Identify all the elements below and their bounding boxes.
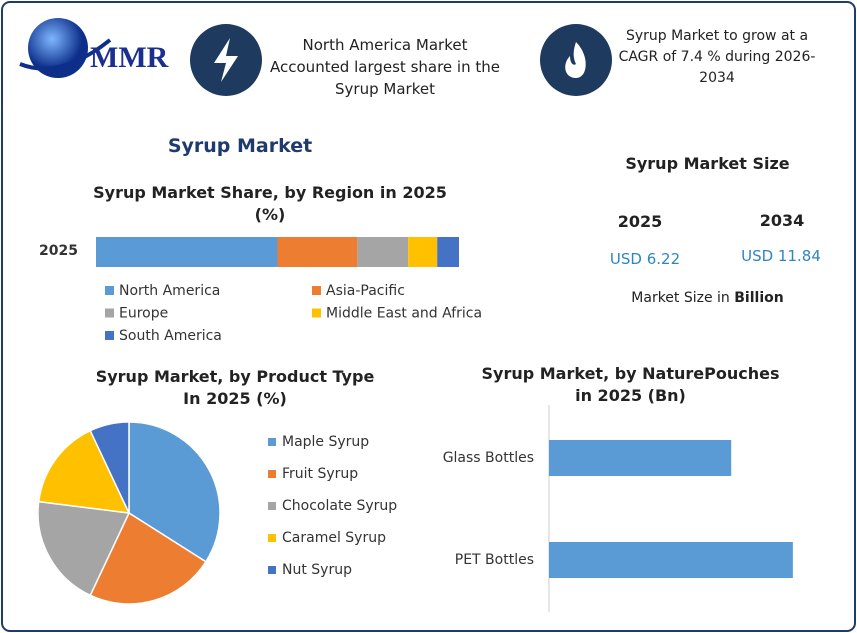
legend-label: Asia-Pacific [326, 283, 405, 299]
year: 2034 [759, 211, 805, 230]
legend-swatch [268, 502, 276, 510]
unit: Billion [734, 290, 784, 306]
unit-note: Market Size in Billion [600, 287, 815, 309]
legend-swatch [105, 308, 114, 318]
size-value: USD 11.84 [741, 247, 821, 265]
category-label: Glass Bottles [443, 450, 534, 466]
legend-swatch [105, 286, 114, 295]
bar [549, 440, 732, 476]
bar-segment [277, 237, 358, 267]
legend-label: Caramel Syrup [282, 530, 386, 546]
pie-slice [89, 511, 207, 605]
legend-swatch [312, 286, 321, 295]
main-title: Syrup Market [167, 135, 313, 157]
legend-swatch [268, 470, 276, 478]
unit-prefix: Market Size in [631, 290, 735, 306]
logo-swoosh [19, 38, 112, 71]
note-left: North America Market Accounted largest s… [270, 36, 500, 98]
legend-label: Europe [119, 306, 168, 322]
category-label: PET Bottles [455, 552, 534, 568]
legend-label: North America [119, 283, 220, 299]
size-title: Syrup Market Size [625, 154, 790, 173]
legend-swatch [268, 566, 276, 574]
size-value: USD 6.22 [609, 250, 681, 268]
legend-label: Nut Syrup [282, 562, 352, 578]
legend-label: Fruit Syrup [282, 466, 358, 482]
chart-title: Syrup Market, by NaturePouches in 2025 (… [481, 364, 780, 405]
note-right: Syrup Market to grow at a CAGR of 7.4 % … [618, 28, 816, 86]
year: 2025 [617, 212, 663, 231]
chart-title: Syrup Market, by Product Type In 2025 (%… [95, 367, 375, 408]
pie-slice [89, 421, 130, 514]
flame [565, 42, 586, 78]
legend-swatch [105, 331, 114, 340]
bar-segment [96, 237, 278, 267]
logo-text: MMR [90, 41, 169, 74]
legend-swatch [268, 534, 276, 542]
category-label: 2025 [39, 243, 78, 259]
bar-segment [408, 237, 438, 267]
chart-title: Syrup Market Share, by Region in 2025 (%… [93, 183, 447, 224]
legend-label: Chocolate Syrup [282, 498, 397, 514]
legend-label: Maple Syrup [282, 434, 369, 450]
bar-segment [437, 237, 459, 267]
bar-segment [357, 237, 409, 267]
legend-swatch [268, 438, 276, 446]
pie-slice [37, 500, 131, 597]
legend-swatch [312, 308, 321, 318]
legend-label: South America [119, 328, 222, 344]
bar [549, 542, 793, 578]
pie-slice [37, 429, 131, 514]
bolt [214, 38, 238, 82]
legend-label: Middle East and Africa [326, 306, 482, 322]
